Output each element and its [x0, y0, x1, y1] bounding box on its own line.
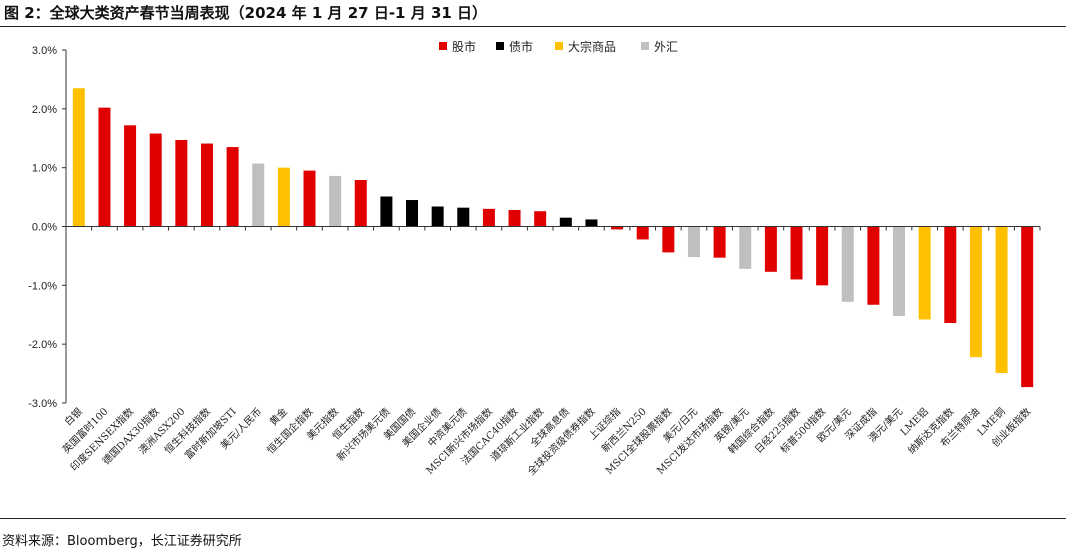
- bar-lme铜: [995, 226, 1008, 373]
- bar-韩国综合指数: [764, 226, 777, 272]
- bar-黄金: [277, 167, 290, 227]
- bar-chart: 股市 债市 大宗商品 外汇 3.0% 2.0% 1.0% 0.0% -1.0% -2.0% -3.…: [28, 39, 1041, 478]
- y-tick-label: 1.0%: [32, 163, 57, 175]
- bar-富时新加坡sti: [226, 147, 239, 227]
- bar-澳洲asx200: [175, 140, 188, 227]
- bar-法国cac40指数: [508, 210, 521, 227]
- y-tick-label: 3.0%: [32, 45, 57, 57]
- bar-创业板指数: [1021, 226, 1034, 388]
- bar-msci全球股票指数: [662, 226, 675, 253]
- legend-label-外汇: 外汇: [654, 40, 678, 54]
- legend-swatch-债市: [496, 42, 504, 50]
- bar-深证成指: [867, 226, 880, 305]
- y-tick-label: -1.0%: [28, 280, 57, 292]
- bar-中资美元债: [457, 207, 470, 227]
- bar-msci发达市场指数: [713, 226, 726, 258]
- source-note: 资料来源：Bloomberg，长江证券研究所: [2, 534, 242, 549]
- bar-印度sensex指数: [124, 125, 137, 227]
- bar-lme铝: [918, 226, 931, 320]
- bar-标普500指数: [816, 226, 829, 286]
- chart-legend: 股市 债市 大宗商品 外汇: [439, 39, 678, 54]
- bar-日经225指数: [790, 226, 803, 280]
- y-tick-label: -2.0%: [28, 339, 57, 351]
- bar-澳元-美元: [893, 226, 906, 316]
- bar-德国dax30指数: [149, 133, 162, 227]
- bar-美元指数: [329, 175, 342, 227]
- bar-恒生指数: [354, 180, 367, 227]
- bar-恒生科技指数: [200, 143, 213, 227]
- legend-label-债市: 债市: [509, 39, 533, 54]
- bar-上证综指: [611, 226, 624, 230]
- legend-label-大宗商品: 大宗商品: [568, 39, 616, 54]
- y-tick-label: -3.0%: [28, 398, 57, 410]
- x-category-label: 英国富时100: [60, 405, 111, 456]
- bars-group: [72, 88, 1034, 388]
- top-rule: [0, 26, 1066, 27]
- bar-全球投资级债券指数: [585, 219, 598, 227]
- bar-美国国债: [406, 200, 419, 227]
- bar-道琼斯工业指数: [534, 211, 547, 227]
- bar-美元-日元: [687, 226, 700, 258]
- bar-美元-人民币: [252, 163, 265, 227]
- bar-恒生国企指数: [303, 170, 316, 227]
- bar-白银: [72, 88, 85, 227]
- bar-新兴市场美元债: [380, 196, 393, 227]
- bottom-rule: [0, 518, 1066, 519]
- legend-label-股市: 股市: [452, 39, 476, 54]
- bar-布兰特原油: [969, 226, 982, 358]
- x-axis-categories: 白银英国富时100印度SENSEX指数德国DAX30指数澳洲ASX200恒生科技…: [60, 226, 1041, 478]
- bar-英镑-美元: [739, 226, 752, 269]
- y-axis: 3.0% 2.0% 1.0% 0.0% -1.0% -2.0% -3.0%: [28, 45, 1040, 410]
- bar-全球高息债: [559, 217, 572, 227]
- y-tick-label: 0.0%: [32, 222, 57, 234]
- figure-title: 图 2：全球大类资产春节当周表现（2024 年 1 月 27 日-1 月 31 …: [4, 4, 488, 22]
- bar-英国富时100: [98, 107, 111, 227]
- bar-msci新兴市场指数: [482, 208, 495, 227]
- x-category-label: 黄金: [267, 405, 290, 428]
- bar-美国企业债: [431, 206, 444, 227]
- legend-swatch-大宗商品: [555, 42, 563, 50]
- bar-纳斯达克指数: [944, 226, 957, 323]
- legend-swatch-股市: [439, 42, 447, 50]
- bar-新西兰n250: [636, 226, 649, 240]
- x-category-label: 白银: [62, 405, 85, 428]
- bar-欧元-美元: [841, 226, 854, 302]
- legend-swatch-外汇: [641, 42, 649, 50]
- y-tick-label: 2.0%: [32, 104, 57, 116]
